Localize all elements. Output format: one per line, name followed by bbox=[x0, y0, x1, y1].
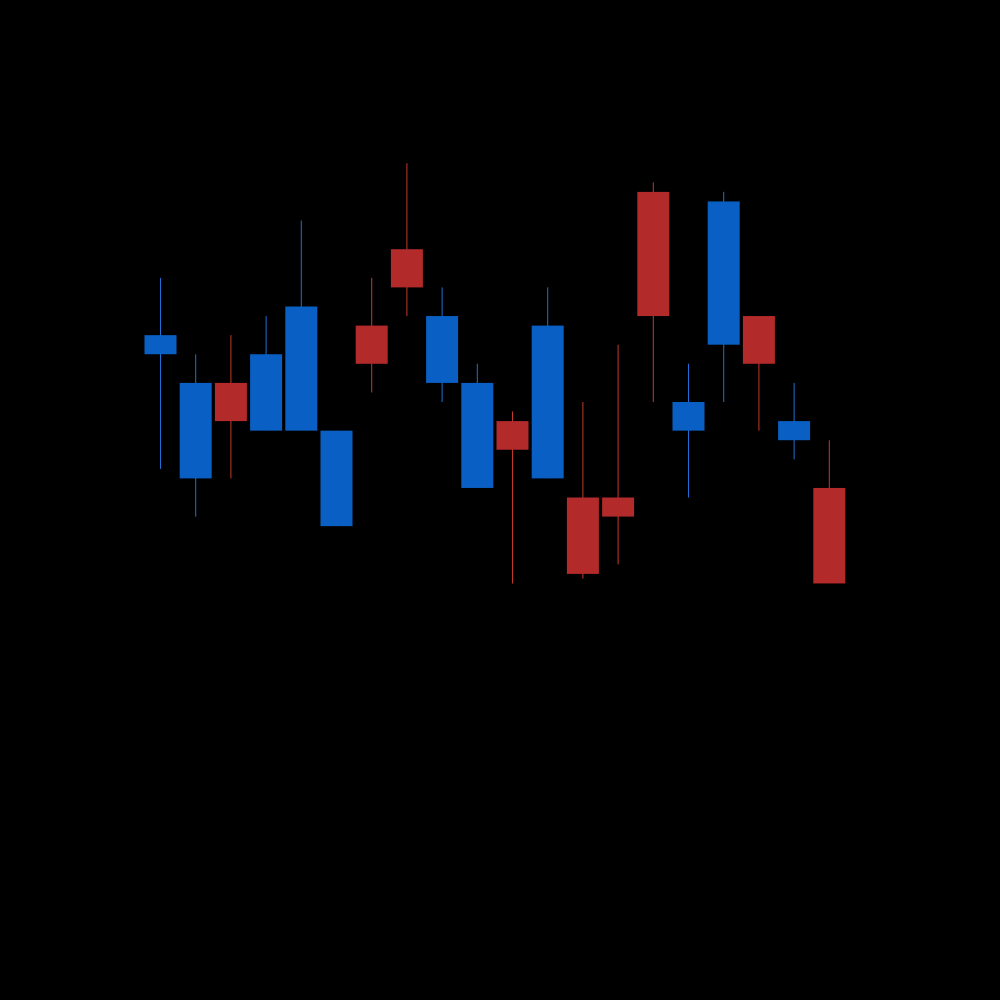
candle-body bbox=[496, 421, 529, 450]
candle-body bbox=[250, 354, 283, 431]
candle-body bbox=[285, 306, 318, 431]
candle-body bbox=[602, 497, 635, 517]
candle-body bbox=[531, 325, 564, 479]
candle-body bbox=[390, 249, 423, 288]
candle-body bbox=[355, 325, 388, 364]
candle-body bbox=[707, 201, 740, 345]
candle-body bbox=[426, 316, 459, 383]
candle-body bbox=[461, 382, 494, 488]
candle-body bbox=[214, 382, 247, 422]
candle-body bbox=[742, 316, 775, 364]
candle-body bbox=[144, 335, 177, 355]
candle-body bbox=[566, 497, 599, 574]
candle-body bbox=[320, 430, 353, 527]
candles-group bbox=[144, 163, 846, 584]
candle-body bbox=[813, 487, 846, 584]
candle-body bbox=[637, 191, 670, 317]
candle-body bbox=[179, 382, 212, 479]
candle-body bbox=[778, 421, 811, 441]
candle-body bbox=[672, 402, 705, 431]
